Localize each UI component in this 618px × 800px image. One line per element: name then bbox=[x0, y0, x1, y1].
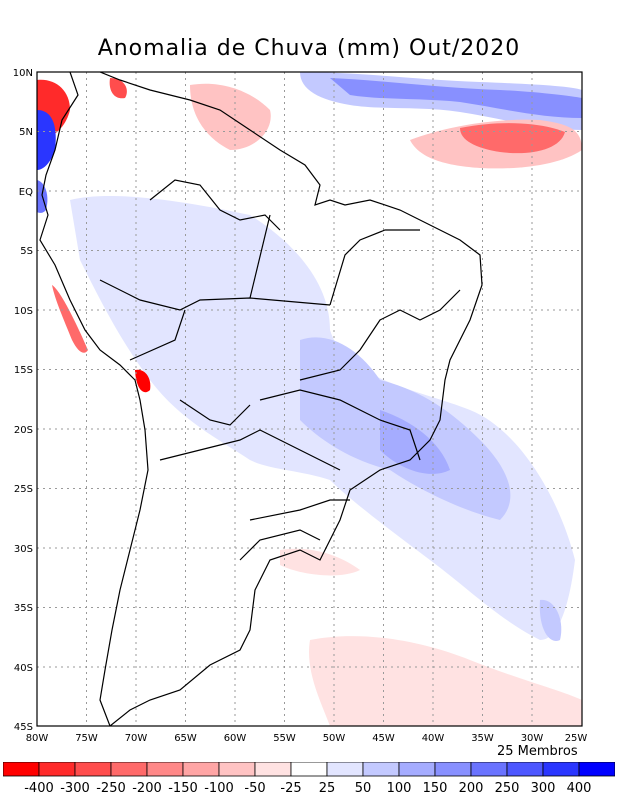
colorbar-label: -25 bbox=[280, 781, 301, 796]
lat-tick: 40S bbox=[14, 663, 33, 674]
colorbar-swatch bbox=[578, 762, 615, 777]
lat-tick: EQ bbox=[19, 187, 33, 198]
colorbar: -400 -300 -250 -200 -150 -100 -50 -25 25 50 100 150… bbox=[3, 762, 615, 796]
lat-tick: 35S bbox=[14, 603, 33, 614]
colorbar-label: 200 bbox=[459, 781, 484, 796]
map-panel: 10N 5N EQ 5S 10S 15S 20S 25S 30S 35S 40S… bbox=[13, 68, 588, 744]
lat-tick: 5S bbox=[20, 246, 33, 257]
colorbar-swatch bbox=[398, 762, 436, 777]
lon-tick: 50W bbox=[323, 733, 346, 744]
anomaly-field bbox=[37, 72, 582, 726]
colorbar-label: -250 bbox=[96, 781, 126, 796]
colorbar-labels: -400 -300 -250 -200 -150 -100 -50 -25 25 50 100 150… bbox=[24, 781, 591, 796]
colorbar-swatch bbox=[182, 762, 220, 777]
lat-tick: 10N bbox=[13, 68, 33, 79]
colorbar-label: 300 bbox=[531, 781, 556, 796]
lat-tick: 20S bbox=[14, 425, 33, 436]
coastline-borders bbox=[39, 72, 483, 726]
colorbar-swatch bbox=[470, 762, 508, 777]
lon-tick: 75W bbox=[75, 733, 98, 744]
lon-tick: 25W bbox=[565, 733, 588, 744]
lon-tick: 30W bbox=[521, 733, 544, 744]
colorbar-label: 250 bbox=[495, 781, 520, 796]
lon-tick: 60W bbox=[224, 733, 247, 744]
colorbar-swatch bbox=[434, 762, 472, 777]
members-label: 25 Membros bbox=[497, 744, 578, 759]
colorbar-label: -50 bbox=[244, 781, 265, 796]
colorbar-swatch bbox=[326, 762, 364, 777]
lon-tick: 45W bbox=[372, 733, 395, 744]
map-title: Anomalia de Chuva (mm) Out/2020 bbox=[97, 36, 521, 61]
lon-tick: 80W bbox=[26, 733, 49, 744]
colorbar-swatches bbox=[3, 762, 615, 777]
colorbar-label: 100 bbox=[387, 781, 412, 796]
grid-lines bbox=[37, 72, 582, 726]
colorbar-swatch bbox=[38, 762, 76, 777]
colorbar-swatch bbox=[3, 762, 40, 777]
colorbar-swatch bbox=[74, 762, 112, 777]
colorbar-swatch bbox=[218, 762, 256, 777]
colorbar-label: 50 bbox=[355, 781, 372, 796]
lon-tick: 65W bbox=[174, 733, 197, 744]
colorbar-label: -150 bbox=[168, 781, 198, 796]
lat-tick: 25S bbox=[14, 484, 33, 495]
colorbar-label: -100 bbox=[204, 781, 234, 796]
colorbar-swatch bbox=[290, 762, 328, 777]
lon-tick-labels: 80W 75W 70W 65W 60W 55W 50W 45W 40W 35W … bbox=[26, 733, 588, 744]
map-frame bbox=[36, 71, 583, 727]
lon-tick: 70W bbox=[125, 733, 148, 744]
lat-tick: 5N bbox=[19, 127, 33, 138]
lat-tick: 10S bbox=[14, 306, 33, 317]
colorbar-swatch bbox=[506, 762, 544, 777]
colorbar-label: -200 bbox=[132, 781, 162, 796]
colorbar-swatch bbox=[542, 762, 580, 777]
colorbar-swatch bbox=[146, 762, 184, 777]
lat-tick: 15S bbox=[14, 365, 33, 376]
colorbar-label: -400 bbox=[24, 781, 54, 796]
colorbar-label: 400 bbox=[567, 781, 592, 796]
colorbar-label: 150 bbox=[423, 781, 448, 796]
colorbar-label: 25 bbox=[319, 781, 336, 796]
colorbar-label: -300 bbox=[60, 781, 90, 796]
lon-tick: 55W bbox=[273, 733, 296, 744]
colorbar-swatch bbox=[254, 762, 292, 777]
lon-tick: 35W bbox=[471, 733, 494, 744]
lat-tick-labels: 10N 5N EQ 5S 10S 15S 20S 25S 30S 35S 40S… bbox=[13, 68, 33, 733]
lon-tick: 40W bbox=[422, 733, 445, 744]
colorbar-swatch bbox=[362, 762, 400, 777]
lat-tick: 30S bbox=[14, 544, 33, 555]
lat-tick: 45S bbox=[14, 722, 33, 733]
colorbar-swatch bbox=[110, 762, 148, 777]
